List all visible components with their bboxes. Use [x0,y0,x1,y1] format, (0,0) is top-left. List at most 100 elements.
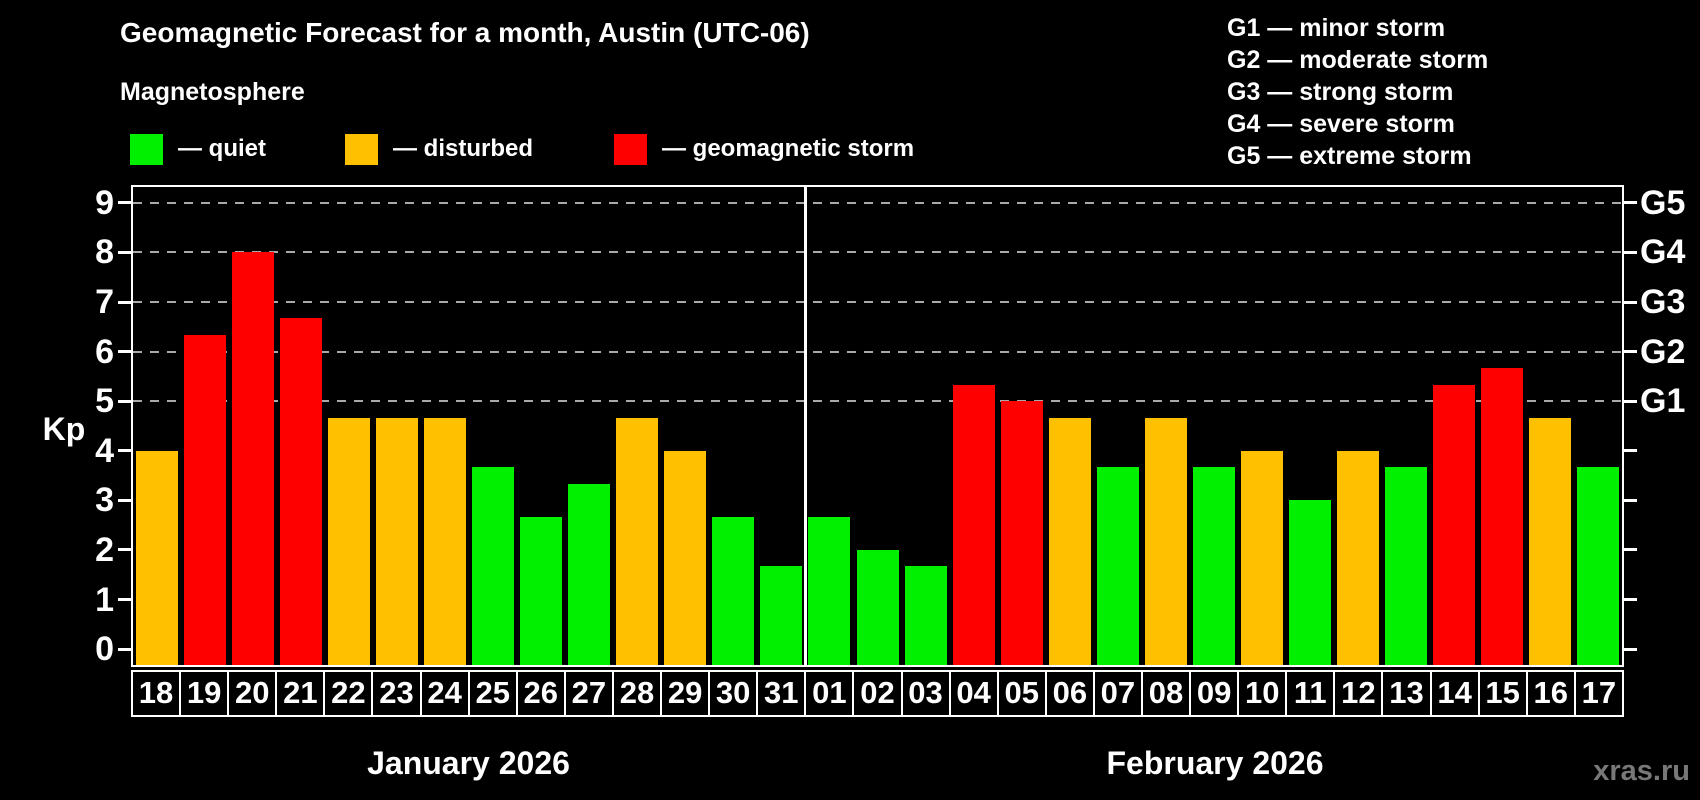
day-cell-20: 20 [227,670,278,717]
kp-bar-31 [760,566,803,665]
page-title: Geomagnetic Forecast for a month, Austin… [120,17,810,48]
gridline-kp9 [133,201,1622,204]
y-tick-right-1 [1624,598,1637,602]
gridline-kp8 [133,251,1622,254]
kp-bar-13 [1384,467,1427,665]
g-axis-label-G1: G1 [1640,382,1686,421]
kp-bar-03 [904,566,947,665]
kp-bar-22 [328,417,371,665]
quiet-label: — quiet [178,135,266,162]
y-tick-right-8 [1624,250,1637,254]
day-cell-06: 06 [1044,670,1095,717]
kp-bar-14 [1432,384,1475,665]
y-tick-right-5 [1624,399,1637,403]
legend-item-quiet: — quiet [130,133,266,165]
g-axis-label-G5: G5 [1640,183,1686,222]
kp-bar-02 [856,549,899,665]
day-cell-03: 03 [900,670,951,717]
gridline-kp7 [133,301,1622,304]
g-axis-label-G4: G4 [1640,233,1686,272]
y-tick-right-7 [1624,300,1637,304]
g-legend-line-2: G2 — moderate storm [1227,46,1489,74]
y-tick-left-9 [118,201,131,205]
y-tick-label-1: 1 [95,580,114,619]
kp-bar-04 [952,384,995,665]
day-cell-26: 26 [515,670,566,717]
y-tick-right-4 [1624,449,1637,453]
kp-bar-05 [1000,401,1043,665]
g-legend-line-4: G4 — severe storm [1227,110,1455,138]
day-cell-05: 05 [996,670,1047,717]
y-tick-left-8 [118,250,131,254]
kp-bar-06 [1048,417,1091,665]
g-legend-line-3: G3 — strong storm [1227,78,1454,106]
y-tick-left-2 [118,548,131,552]
kp-bar-28 [616,417,659,665]
y-tick-right-2 [1624,548,1637,552]
day-cell-23: 23 [371,670,422,717]
day-cell-17: 17 [1573,670,1624,717]
y-tick-label-9: 9 [95,183,114,222]
storm-swatch [614,133,647,165]
day-cell-01: 01 [804,670,855,717]
y-tick-label-0: 0 [95,630,114,669]
day-cell-18: 18 [131,670,182,717]
y-tick-right-9 [1624,201,1637,205]
kp-bar-09 [1192,467,1235,665]
day-cell-16: 16 [1525,670,1576,717]
y-tick-label-2: 2 [95,530,114,569]
kp-bar-23 [376,417,419,665]
y-tick-label-5: 5 [95,382,114,421]
day-cell-10: 10 [1237,670,1288,717]
kp-bar-01 [808,516,851,665]
disturbed-label: — disturbed [393,135,534,162]
kp-bar-21 [280,318,323,665]
day-cell-09: 09 [1189,670,1240,717]
kp-bar-27 [568,484,611,665]
y-tick-label-4: 4 [95,431,114,470]
kp-bar-25 [472,467,515,665]
kp-bar-11 [1288,500,1331,665]
kp-bar-07 [1096,467,1139,665]
kp-bar-16 [1528,417,1571,665]
y-tick-label-6: 6 [95,332,114,371]
y-tick-left-3 [118,498,131,502]
day-cell-07: 07 [1092,670,1143,717]
kp-bar-12 [1336,450,1379,665]
kp-bar-15 [1480,368,1523,665]
day-cell-08: 08 [1140,670,1192,717]
day-cell-02: 02 [852,670,903,717]
day-cell-29: 29 [660,670,711,717]
y-tick-label-7: 7 [95,283,114,322]
kp-bar-19 [184,335,227,665]
gridline-kp5 [133,400,1622,403]
y-tick-left-6 [118,350,131,354]
y-tick-right-3 [1624,498,1637,502]
day-cell-30: 30 [708,670,759,717]
day-cell-12: 12 [1333,670,1384,717]
g-legend-line-5: G5 — extreme storm [1227,142,1472,170]
day-cell-04: 04 [948,670,999,717]
kp-bar-18 [136,450,179,665]
day-cell-11: 11 [1285,670,1336,717]
g-axis-label-G2: G2 [1640,332,1686,371]
y-tick-right-6 [1624,350,1637,354]
day-cell-13: 13 [1381,670,1432,717]
quiet-swatch [130,133,163,165]
y-axis-label: Kp [42,411,86,447]
magnetosphere-label: Magnetosphere [120,78,305,106]
g-axis-label-G3: G3 [1640,283,1686,322]
day-cell-22: 22 [323,670,374,717]
month-label-january: January 2026 [367,745,570,781]
storm-label: — geomagnetic storm [662,135,915,162]
y-tick-label-8: 8 [95,233,114,272]
day-cell-19: 19 [179,670,230,717]
kp-bar-17 [1576,467,1619,665]
day-cell-15: 15 [1477,670,1528,717]
gridline-kp6 [133,350,1622,353]
kp-bar-10 [1240,450,1283,665]
day-cell-21: 21 [275,670,326,717]
y-tick-left-1 [118,598,131,602]
day-cell-24: 24 [419,670,470,717]
day-axis: 18 19 20 21 22 23 24 25 26 27 28 29 30 31 01 02 03 04 05 06… [131,670,1624,717]
